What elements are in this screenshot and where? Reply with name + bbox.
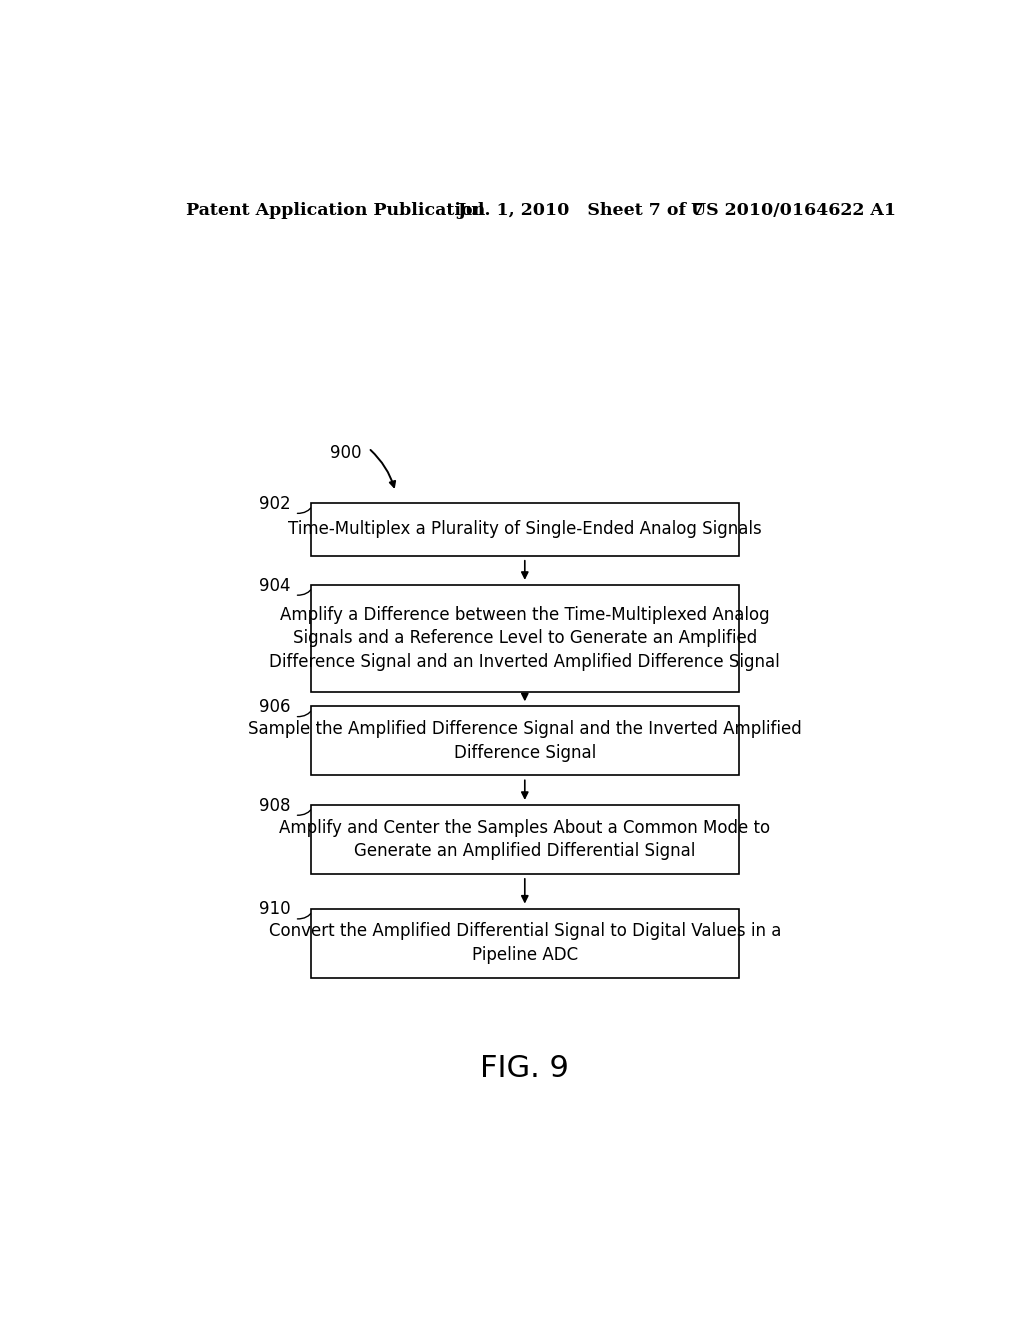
Text: Sample the Amplified Difference Signal and the Inverted Amplified
Difference Sig: Sample the Amplified Difference Signal a… (248, 719, 802, 762)
Bar (310, 706, 739, 775)
Text: 904: 904 (259, 577, 291, 594)
Text: 908: 908 (259, 797, 291, 814)
Text: Time-Multiplex a Plurality of Single-Ended Analog Signals: Time-Multiplex a Plurality of Single-End… (288, 520, 762, 539)
Text: 900: 900 (331, 444, 361, 462)
Text: Amplify a Difference between the Time-Multiplexed Analog
Signals and a Reference: Amplify a Difference between the Time-Mu… (269, 606, 780, 671)
Bar (310, 805, 739, 874)
Text: Patent Application Publication: Patent Application Publication (186, 202, 485, 219)
Text: 906: 906 (259, 698, 291, 717)
Text: Jul. 1, 2010   Sheet 7 of 7: Jul. 1, 2010 Sheet 7 of 7 (458, 202, 705, 219)
Bar (310, 585, 739, 692)
Text: Convert the Amplified Differential Signal to Digital Values in a
Pipeline ADC: Convert the Amplified Differential Signa… (268, 923, 781, 964)
Text: US 2010/0164622 A1: US 2010/0164622 A1 (691, 202, 896, 219)
Text: 910: 910 (259, 900, 291, 919)
Text: FIG. 9: FIG. 9 (480, 1053, 569, 1082)
Bar (310, 503, 739, 556)
Bar (310, 908, 739, 978)
Text: 902: 902 (259, 495, 291, 513)
Text: Amplify and Center the Samples About a Common Mode to
Generate an Amplified Diff: Amplify and Center the Samples About a C… (280, 818, 770, 861)
